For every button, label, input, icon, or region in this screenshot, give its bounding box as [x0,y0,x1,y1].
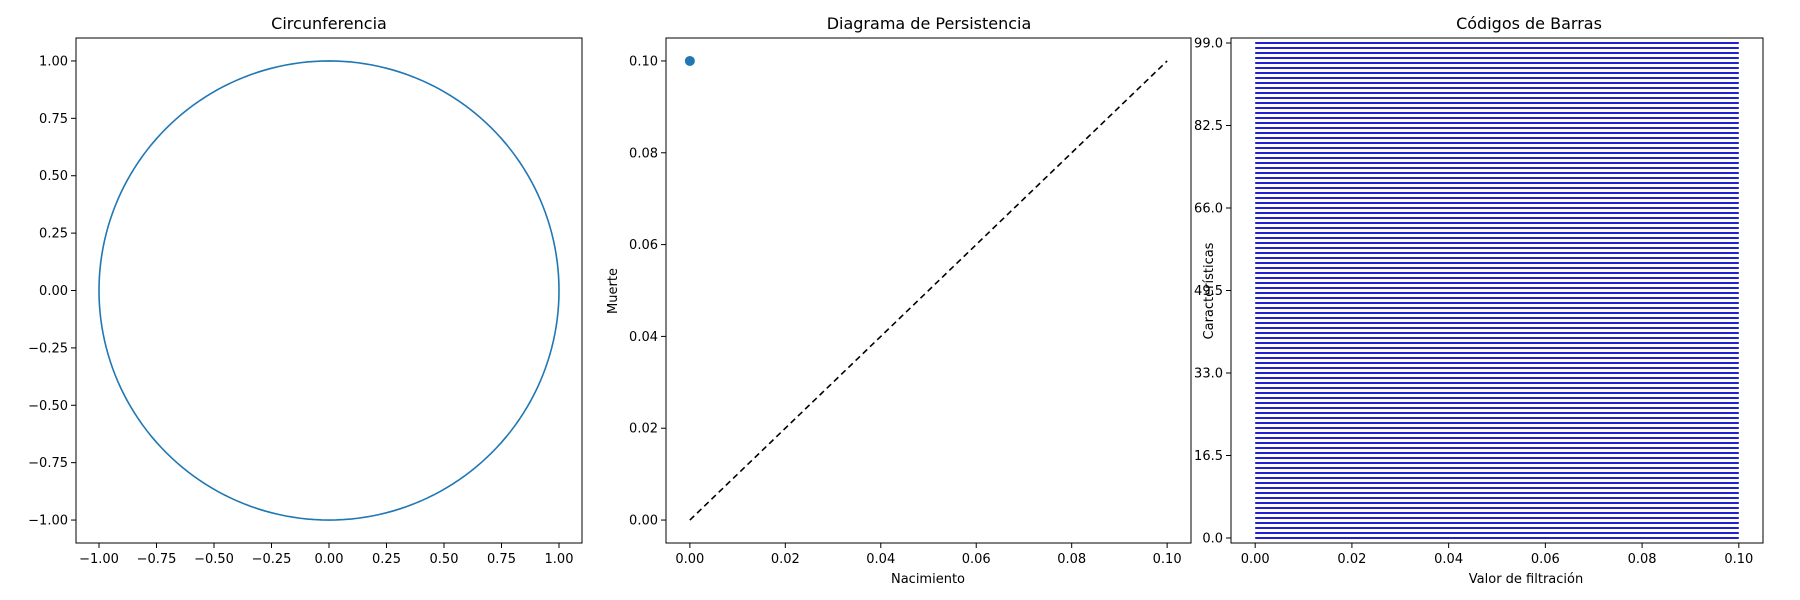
y-tick-label: 0.75 [39,112,68,127]
x-tick-label: 0.06 [1531,552,1560,567]
y-tick-label: 0.06 [629,238,658,253]
y-tick-label: −1.00 [28,514,68,529]
x-tick-label: 0.50 [430,552,459,567]
x-tick-label: 0.00 [315,552,344,567]
x-tick-label: −0.75 [137,552,177,567]
y-tick-label: 0.0 [1202,532,1223,547]
y-tick-label: 0.00 [629,514,658,529]
y-ticks-1: −1.00 −0.75 −0.50 −0.25 0.00 0.25 0.50 0.75 1.00 [28,54,76,529]
x-tick-label: 0.00 [675,552,704,567]
y-axis-label-3: Características [1202,242,1217,339]
y-tick-label: 0.08 [629,146,658,161]
y-tick-label: 0.25 [39,227,68,242]
x-tick-label: 0.75 [487,552,516,567]
x-axis-label-2: Nacimiento [891,572,965,587]
x-tick-label: 0.04 [866,552,895,567]
barcode-bars [1255,42,1739,539]
plot-frame-1 [75,37,583,544]
x-ticks-1: −1.00 −0.75 −0.50 −0.25 0.00 0.25 0.50 0.75 1.00 [79,543,573,567]
y-ticks-2: 0.00 0.02 0.04 0.06 0.08 0.10 [629,54,666,529]
x-tick-label: 0.08 [1057,552,1086,567]
plot-frame-2 [665,37,1192,544]
y-tick-label: 49.5 [1194,284,1223,299]
x-ticks-2: 0.00 0.02 0.04 0.06 0.08 0.10 [675,543,1182,567]
x-tick-label: −1.00 [79,552,119,567]
x-axis-label-3: Valor de filtración [1469,572,1583,587]
y-tick-label: 82.5 [1194,119,1223,134]
x-tick-label: 0.02 [771,552,800,567]
panel-barcodes: Códigos de Barras 0.00 0.02 0.04 0.06 0.08 0.… [1194,14,1764,587]
plot-frame-3 [1230,37,1764,544]
x-tick-label: 0.25 [372,552,401,567]
y-tick-label: 0.10 [629,54,658,69]
y-tick-label: 1.00 [39,54,68,69]
x-tick-label: 1.00 [545,552,574,567]
circle-series [98,60,560,521]
y-tick-label: 66.0 [1194,202,1223,217]
chart-title-3: Códigos de Barras [1456,14,1602,33]
y-tick-label: 0.00 [39,284,68,299]
y-tick-label: −0.75 [28,456,68,471]
x-tick-label: −0.50 [194,552,234,567]
x-tick-label: 0.10 [1153,552,1182,567]
y-tick-label: 33.0 [1194,367,1223,382]
x-tick-label: 0.10 [1724,552,1753,567]
x-tick-label: 0.06 [962,552,991,567]
x-tick-label: 0.02 [1337,552,1366,567]
y-tick-label: 0.04 [629,330,658,345]
chart-title-2: Diagrama de Persistencia [827,14,1032,33]
chart-title-1: Circunferencia [271,14,387,33]
y-tick-label: −0.25 [28,341,68,356]
y-tick-label: 16.5 [1194,449,1223,464]
x-ticks-3: 0.00 0.02 0.04 0.06 0.08 0.10 [1241,543,1753,567]
y-axis-label-2: Muerte [606,268,621,314]
x-tick-label: −0.25 [252,552,292,567]
x-tick-label: 0.00 [1241,552,1270,567]
persistence-point [684,55,695,66]
y-tick-label: −0.50 [28,399,68,414]
y-tick-label: 0.02 [629,422,658,437]
y-tick-label: 0.50 [39,169,68,184]
panel-persistencia: Diagrama de Persistencia 0.00 0.02 0.04 0.0… [606,14,1192,587]
scatter-points [684,55,695,66]
y-ticks-3: 0.0 16.5 33.0 49.5 66.0 82.5 99.0 [1194,37,1231,547]
x-tick-label: 0.04 [1434,552,1463,567]
y-tick-label: 99.0 [1194,37,1223,52]
diagonal-line [689,60,1168,521]
x-tick-label: 0.08 [1628,552,1657,567]
panel-circunferencia: Circunferencia −1.00 −0.75 −0.50 −0.25 0.00 0… [28,14,583,567]
